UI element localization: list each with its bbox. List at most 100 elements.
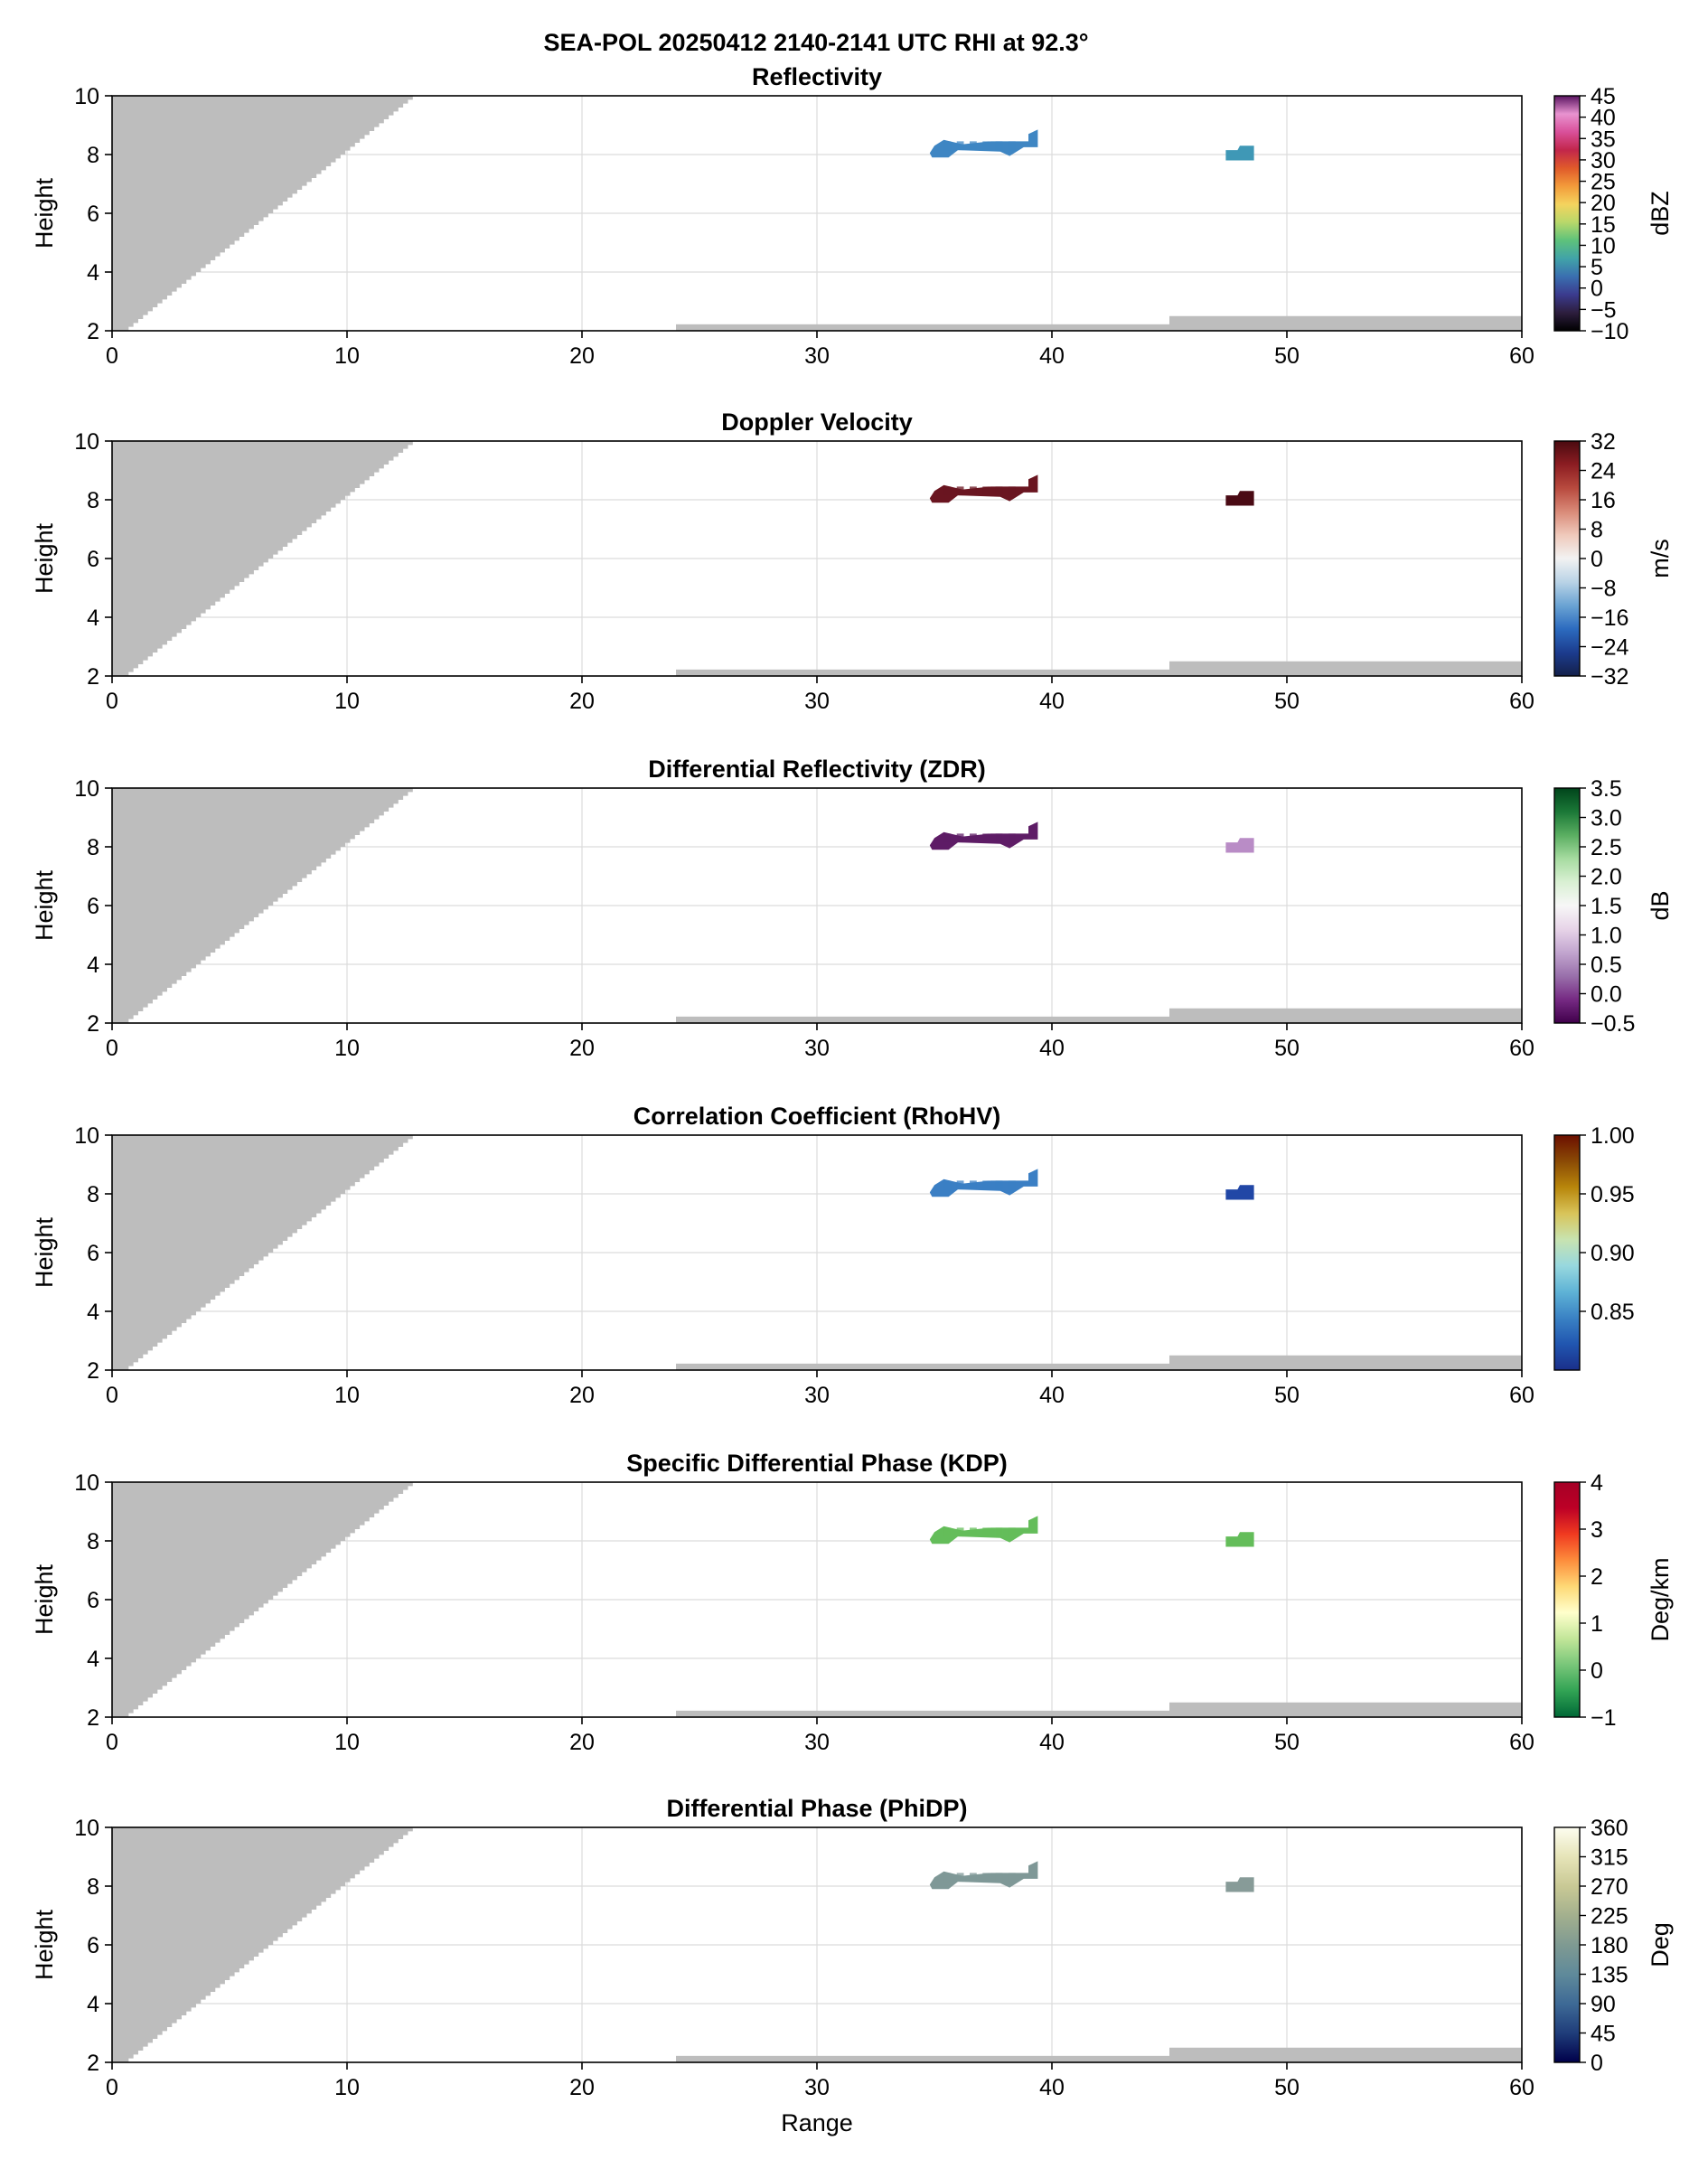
echo-body (1225, 1877, 1254, 1892)
echo-texture (1008, 1873, 1016, 1883)
echo-main (929, 1169, 1038, 1197)
x-tick-label: 50 (1274, 343, 1300, 369)
colorbar-tick-label: 8 (1591, 518, 1603, 543)
x-tick-label: 20 (569, 2075, 595, 2100)
echo-texture (970, 1527, 977, 1537)
colorbar-tick-label: 135 (1591, 1963, 1628, 1988)
y-tick-label: 4 (87, 1647, 99, 1672)
colorbar-tick-label: 270 (1591, 1874, 1628, 1900)
y-tick-label: 8 (87, 835, 99, 860)
x-tick-label: 60 (1509, 1036, 1534, 1061)
echo-texture (1008, 486, 1016, 496)
echo-texture (982, 1527, 990, 1537)
colorbar-tick-label: 32 (1591, 429, 1616, 455)
y-tick-label: 6 (87, 894, 99, 919)
colorbar-tick-label: 315 (1591, 1845, 1628, 1871)
plot-area (112, 788, 1522, 1023)
echo-texture (982, 1873, 990, 1883)
x-tick-label: 20 (569, 1383, 595, 1408)
beam-blockage-wedge (112, 1135, 413, 1370)
colorbar (1553, 95, 1581, 332)
colorbar-tick-label: 24 (1591, 459, 1616, 484)
panel-4: 0 10 20 30 40 50 60 2 4 6 8 10 Correlation Coefficie… (31, 1103, 1635, 1408)
y-tick-label: 10 (74, 1816, 99, 1841)
y-tick-label: 8 (87, 1874, 99, 1900)
y-axis-label: Height (31, 869, 58, 941)
colorbar-tick-label: −0.5 (1591, 1011, 1635, 1037)
colorbar-tick-label: 30 (1591, 148, 1616, 174)
x-tick-label: 40 (1039, 2075, 1065, 2100)
colorbar-tick-label: 0.85 (1591, 1300, 1635, 1325)
echo-body (1225, 491, 1254, 506)
y-axis-label: Height (31, 1909, 58, 1980)
x-tick-label: 20 (569, 1730, 595, 1755)
x-tick-label: 0 (106, 343, 118, 369)
y-axis-label: Height (31, 1563, 58, 1635)
y-tick-label: 2 (87, 1358, 99, 1384)
colorbar-tick-label: −24 (1591, 635, 1629, 661)
y-tick-label: 2 (87, 1705, 99, 1731)
ground-clutter-band (1169, 1008, 1522, 1023)
colorbar-tick-label: 25 (1591, 170, 1616, 195)
x-tick-label: 50 (1274, 2075, 1300, 2100)
y-tick-label: 4 (87, 260, 99, 286)
y-tick-label: 2 (87, 664, 99, 690)
colorbar-tick-label: 180 (1591, 1933, 1628, 1958)
panel-title: Reflectivity (752, 63, 882, 90)
echo-texture (956, 833, 964, 843)
colorbar (1553, 1826, 1581, 2063)
colorbar-tick-label: 225 (1591, 1904, 1628, 1930)
echo-texture (970, 1873, 977, 1883)
echo-body (1225, 838, 1254, 853)
echo-main (929, 129, 1038, 158)
panel-title: Differential Reflectivity (ZDR) (648, 756, 986, 783)
echo-texture (956, 486, 964, 496)
colorbar-tick-label: 0.90 (1591, 1241, 1635, 1266)
echo-body (1225, 146, 1254, 161)
ground-clutter-band (1169, 315, 1522, 331)
colorbar-tick-label: −10 (1591, 319, 1628, 344)
echo-small (1225, 1877, 1254, 1892)
x-tick-label: 30 (804, 689, 830, 714)
y-tick-label: 4 (87, 1992, 99, 2017)
x-tick-label: 40 (1039, 689, 1065, 714)
colorbar-tick-label: 5 (1591, 255, 1603, 280)
figure-suptitle: SEA-POL 20250412 2140-2141 UTC RHI at 92… (543, 29, 1089, 56)
echo-texture (995, 486, 1003, 496)
echo-texture (1008, 141, 1016, 151)
x-tick-label: 30 (804, 2075, 830, 2100)
x-tick-label: 30 (804, 1730, 830, 1755)
panel-6: 0 10 20 30 40 50 60 2 4 6 8 10 Differential Phase (P… (31, 1795, 1674, 2136)
colorbar (1553, 787, 1581, 1024)
ground-clutter-band (676, 669, 1169, 676)
echo-main (929, 474, 1038, 503)
colorbar-tick-label: 1.0 (1591, 924, 1622, 949)
colorbar-tick-label: 0 (1591, 1658, 1603, 1684)
colorbar (1553, 440, 1581, 677)
x-tick-label: 30 (804, 343, 830, 369)
ground-clutter-band (1169, 661, 1522, 676)
echo-main (929, 1861, 1038, 1890)
colorbar-tick-label: 2 (1591, 1564, 1603, 1590)
x-tick-label: 60 (1509, 1730, 1534, 1755)
echo-main (929, 1516, 1038, 1545)
x-tick-label: 0 (106, 1383, 118, 1408)
plot-area (112, 96, 1522, 331)
plot-area (112, 1135, 1522, 1370)
panel-3: 0 10 20 30 40 50 60 2 4 6 8 10 Differential Reflecti… (31, 756, 1674, 1061)
echo-texture (995, 1527, 1003, 1537)
x-tick-label: 0 (106, 689, 118, 714)
echo-texture (970, 833, 977, 843)
y-tick-label: 4 (87, 953, 99, 978)
colorbar-tick-label: 90 (1591, 1992, 1616, 2017)
x-tick-label: 10 (334, 689, 360, 714)
ground-clutter-band (676, 2055, 1169, 2062)
panel-title: Doppler Velocity (721, 408, 913, 436)
colorbar-tick-label: 16 (1591, 488, 1616, 513)
colorbar-tick-label: −16 (1591, 606, 1628, 631)
colorbar-tick-label: 3.5 (1591, 776, 1622, 802)
beam-blockage-wedge (112, 96, 413, 331)
